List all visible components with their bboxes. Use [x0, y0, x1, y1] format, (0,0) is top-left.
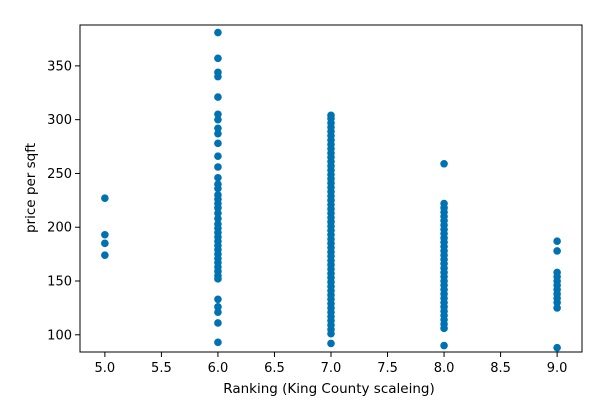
data-point — [553, 247, 561, 255]
y-tick-label: 350 — [47, 59, 72, 74]
y-axis-ticks: 100 150 200 250 300 350 — [47, 59, 80, 343]
data-point — [214, 139, 222, 148]
y-tick-label: 200 — [47, 221, 72, 236]
x-tick-label: 7.5 — [377, 361, 398, 376]
data-point — [440, 341, 448, 350]
data-point — [214, 72, 222, 81]
data-point — [214, 152, 222, 161]
x-tick-label: 8.0 — [434, 361, 455, 376]
data-point — [214, 110, 222, 119]
data-point — [440, 324, 448, 333]
data-point — [553, 237, 561, 246]
data-point — [214, 184, 222, 193]
data-point — [553, 298, 561, 307]
x-tick-label: 6.0 — [208, 361, 229, 376]
data-point — [101, 194, 109, 202]
data-point — [553, 304, 561, 312]
data-point — [214, 295, 222, 304]
y-tick-label: 300 — [47, 113, 72, 128]
data-point — [214, 163, 222, 171]
data-points — [101, 28, 561, 352]
data-point — [214, 204, 222, 212]
x-tick-label: 9.0 — [547, 361, 568, 376]
y-tick-label: 100 — [47, 328, 72, 343]
data-point — [214, 173, 222, 182]
data-point — [214, 214, 222, 223]
data-point — [214, 124, 222, 133]
data-point — [214, 308, 222, 317]
x-tick-label: 5.5 — [151, 361, 172, 376]
data-point — [214, 275, 222, 283]
x-tick-label: 6.5 — [264, 361, 285, 376]
x-axis-label: Ranking (King County scaleing) — [223, 381, 435, 397]
data-point — [214, 115, 222, 124]
y-tick-label: 250 — [47, 167, 72, 182]
data-point — [214, 319, 222, 327]
x-tick-label: 7.0 — [321, 361, 342, 376]
data-point — [327, 329, 335, 338]
data-point — [214, 338, 222, 347]
data-point — [327, 339, 335, 348]
x-tick-label: 8.5 — [490, 361, 511, 376]
x-axis-ticks: 5.0 5.5 6.0 6.5 7.0 7.5 8.0 8.5 9.0 — [95, 352, 568, 376]
data-point — [101, 239, 109, 248]
x-tick-label: 5.0 — [95, 361, 116, 376]
data-point — [101, 230, 109, 239]
data-point — [214, 54, 222, 63]
data-point — [214, 129, 222, 138]
y-tick-label: 150 — [47, 275, 72, 290]
data-point — [101, 251, 109, 259]
data-point — [553, 343, 561, 352]
data-point — [214, 209, 222, 218]
data-point — [214, 28, 222, 37]
data-point — [214, 303, 222, 311]
y-axis-label: price per sqft — [23, 143, 39, 233]
data-point — [214, 93, 222, 101]
data-point — [440, 159, 448, 168]
